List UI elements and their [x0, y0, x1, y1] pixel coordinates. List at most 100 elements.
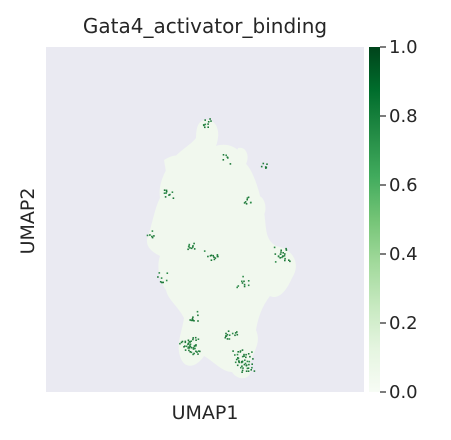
- scatter-point: [160, 277, 163, 279]
- scatter-point: [187, 245, 190, 248]
- scatter-point: [250, 369, 252, 371]
- scatter-point: [197, 338, 200, 340]
- scatter-point: [243, 355, 245, 357]
- scatter-point: [146, 234, 149, 237]
- scatter-point: [246, 197, 249, 199]
- scatter-point: [191, 319, 193, 322]
- scatter-point: [285, 247, 287, 250]
- scatter-point: [169, 193, 171, 196]
- scatter-point: [284, 257, 286, 260]
- scatter-point: [240, 366, 242, 369]
- scatter-point: [188, 349, 190, 352]
- scatter-point: [246, 360, 249, 363]
- scatter-point: [249, 201, 252, 204]
- scatter-point: [165, 189, 168, 192]
- scatter-point: [184, 340, 187, 343]
- scatter-point: [192, 337, 194, 339]
- scatter-point: [190, 340, 192, 342]
- scatter-point: [207, 126, 209, 128]
- scatter-point: [192, 246, 194, 248]
- scatter-point: [164, 196, 167, 198]
- scatter-point: [181, 340, 184, 343]
- scatter-point: [197, 353, 199, 355]
- scatter-point: [225, 332, 227, 335]
- scatter-point: [243, 283, 246, 286]
- scatter-point: [234, 354, 236, 356]
- scatter-point: [151, 230, 154, 232]
- scatter-point: [248, 360, 251, 363]
- scatter-point: [189, 351, 191, 353]
- scatter-point: [197, 314, 199, 317]
- scatter-point: [193, 320, 195, 322]
- scatter-point: [192, 319, 194, 322]
- scatter-points: [146, 118, 291, 373]
- scatter-point: [239, 350, 242, 352]
- scatter-point: [195, 350, 197, 353]
- scatter-point: [151, 236, 154, 239]
- colorbar-tick-label: 0.4: [389, 244, 418, 265]
- scatter-point: [190, 247, 193, 250]
- scatter-point: [228, 334, 231, 336]
- scatter-point: [195, 339, 197, 341]
- scatter-point: [234, 361, 237, 364]
- scatter-point: [162, 281, 164, 284]
- scatter-point: [285, 249, 288, 251]
- scatter-point: [203, 124, 205, 127]
- scatter-point: [168, 194, 170, 196]
- scatter-point: [184, 345, 186, 347]
- scatter-point: [241, 349, 244, 351]
- scatter-point: [236, 286, 238, 289]
- colorbar-tick-label: 1.0: [389, 37, 418, 58]
- scatter-point: [179, 342, 181, 345]
- scatter-point: [241, 361, 243, 363]
- scatter-point: [204, 119, 206, 121]
- scatter-point: [196, 310, 199, 313]
- scatter-point: [279, 257, 281, 259]
- scatter-point: [239, 351, 242, 353]
- scatter-point: [213, 256, 215, 258]
- scatter-point: [199, 350, 201, 353]
- scatter-point: [193, 345, 196, 347]
- scatter-point: [187, 248, 189, 251]
- scatter-point: [226, 338, 229, 340]
- scatter-point: [158, 272, 161, 274]
- scatter-point: [252, 358, 254, 360]
- scatter-point: [274, 261, 277, 263]
- scatter-point: [246, 198, 248, 201]
- scatter-point: [197, 350, 200, 352]
- colorbar-tick-label: 0.8: [389, 106, 418, 127]
- scatter-point: [204, 123, 207, 126]
- scatter-point: [194, 347, 196, 350]
- scatter-point: [281, 256, 283, 259]
- scatter-point: [262, 162, 265, 165]
- scatter-point: [228, 338, 231, 340]
- scatter-point: [241, 280, 243, 283]
- scatter-point: [229, 163, 232, 165]
- scatter-point: [235, 358, 238, 361]
- scatter-point: [251, 351, 253, 353]
- scatter-point: [273, 246, 276, 249]
- scatter-point: [234, 334, 236, 337]
- scatter-point: [224, 336, 227, 339]
- scatter-point: [266, 163, 268, 165]
- scatter-point: [157, 276, 159, 278]
- scatter-point: [163, 189, 166, 191]
- scatter-point: [225, 154, 227, 157]
- scatter-point: [232, 350, 234, 352]
- scatter-point: [194, 336, 197, 339]
- scatter-point: [243, 280, 245, 283]
- scatter-point: [283, 255, 286, 257]
- cell-cloud-lobe: [164, 155, 189, 176]
- scatter-point: [190, 351, 193, 354]
- scatter-point: [217, 255, 219, 258]
- scatter-point: [204, 126, 206, 129]
- scatter-point: [247, 280, 250, 282]
- scatter-point: [226, 333, 229, 336]
- colorbar-tick-label: 0.6: [389, 175, 418, 196]
- scatter-point: [191, 318, 194, 320]
- scatter-point: [289, 260, 291, 263]
- scatter-point: [282, 255, 284, 258]
- scatter-point: [193, 347, 195, 350]
- scatter-point: [225, 335, 227, 337]
